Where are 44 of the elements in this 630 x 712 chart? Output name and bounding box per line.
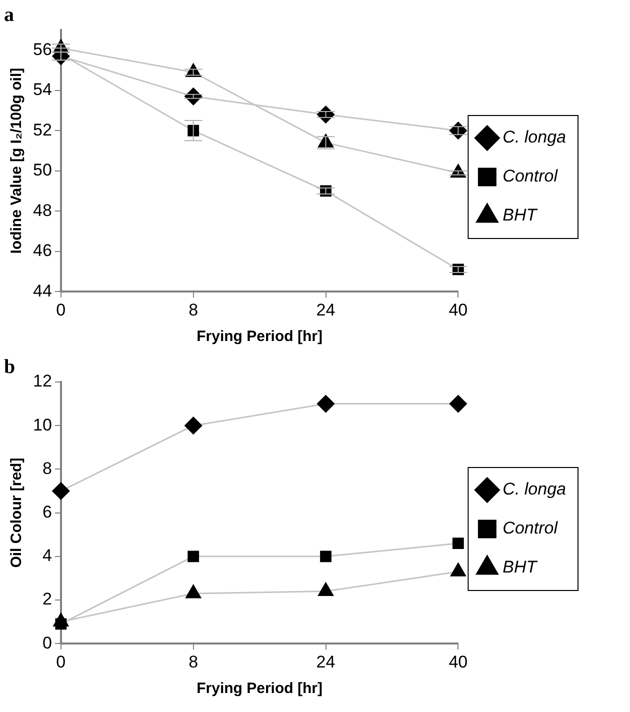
legend-label: Control: [502, 518, 559, 538]
y-tick-label: 6: [42, 502, 52, 522]
x-tick-label: 24: [316, 652, 336, 672]
y-tick-label: 0: [42, 633, 52, 652]
x-tick-label: 24: [316, 300, 336, 320]
x-tick-label: 40: [448, 300, 468, 320]
x-axis-title: Frying Period [hr]: [196, 328, 322, 346]
point: [52, 482, 70, 500]
point: [317, 395, 335, 413]
legend-label: C. longa: [502, 480, 566, 499]
point: [452, 538, 464, 550]
point: [449, 395, 467, 413]
y-tick-label: 2: [42, 590, 52, 609]
chart-title: a: [4, 4, 14, 26]
point: [450, 562, 466, 576]
chart-title: b: [4, 356, 16, 378]
y-axis-title: Oil Colour [red]: [8, 458, 26, 568]
x-tick-label: 0: [56, 300, 66, 320]
x-tick-label: 8: [188, 300, 198, 320]
x-tick-label: 0: [56, 652, 66, 672]
y-tick-label: 54: [32, 80, 52, 100]
y-tick-label: 12: [32, 372, 52, 391]
legend-label: C. longa: [502, 128, 566, 147]
y-tick-label: 56: [32, 40, 52, 59]
y-tick-label: 52: [32, 120, 52, 140]
y-tick-label: 4: [42, 546, 52, 566]
point: [188, 550, 200, 562]
y-tick-label: 48: [32, 200, 52, 220]
y-tick-label: 8: [42, 458, 52, 478]
y-tick-label: 46: [32, 241, 52, 260]
y-axis-title: Iodine Value [g I₂/100g oil]: [8, 68, 26, 254]
x-tick-label: 40: [448, 652, 468, 672]
y-tick-label: 10: [32, 415, 52, 434]
x-tick-label: 8: [188, 652, 198, 672]
point: [320, 550, 332, 562]
legend-label: BHT: [502, 558, 538, 577]
point: [318, 582, 334, 596]
point: [184, 416, 202, 434]
y-tick-label: 44: [32, 281, 52, 300]
legend-label: BHT: [502, 206, 538, 225]
y-tick-label: 50: [32, 160, 52, 180]
x-axis-title: Frying Period [hr]: [196, 680, 322, 698]
legend-label: Control: [502, 166, 559, 186]
point: [186, 584, 202, 598]
